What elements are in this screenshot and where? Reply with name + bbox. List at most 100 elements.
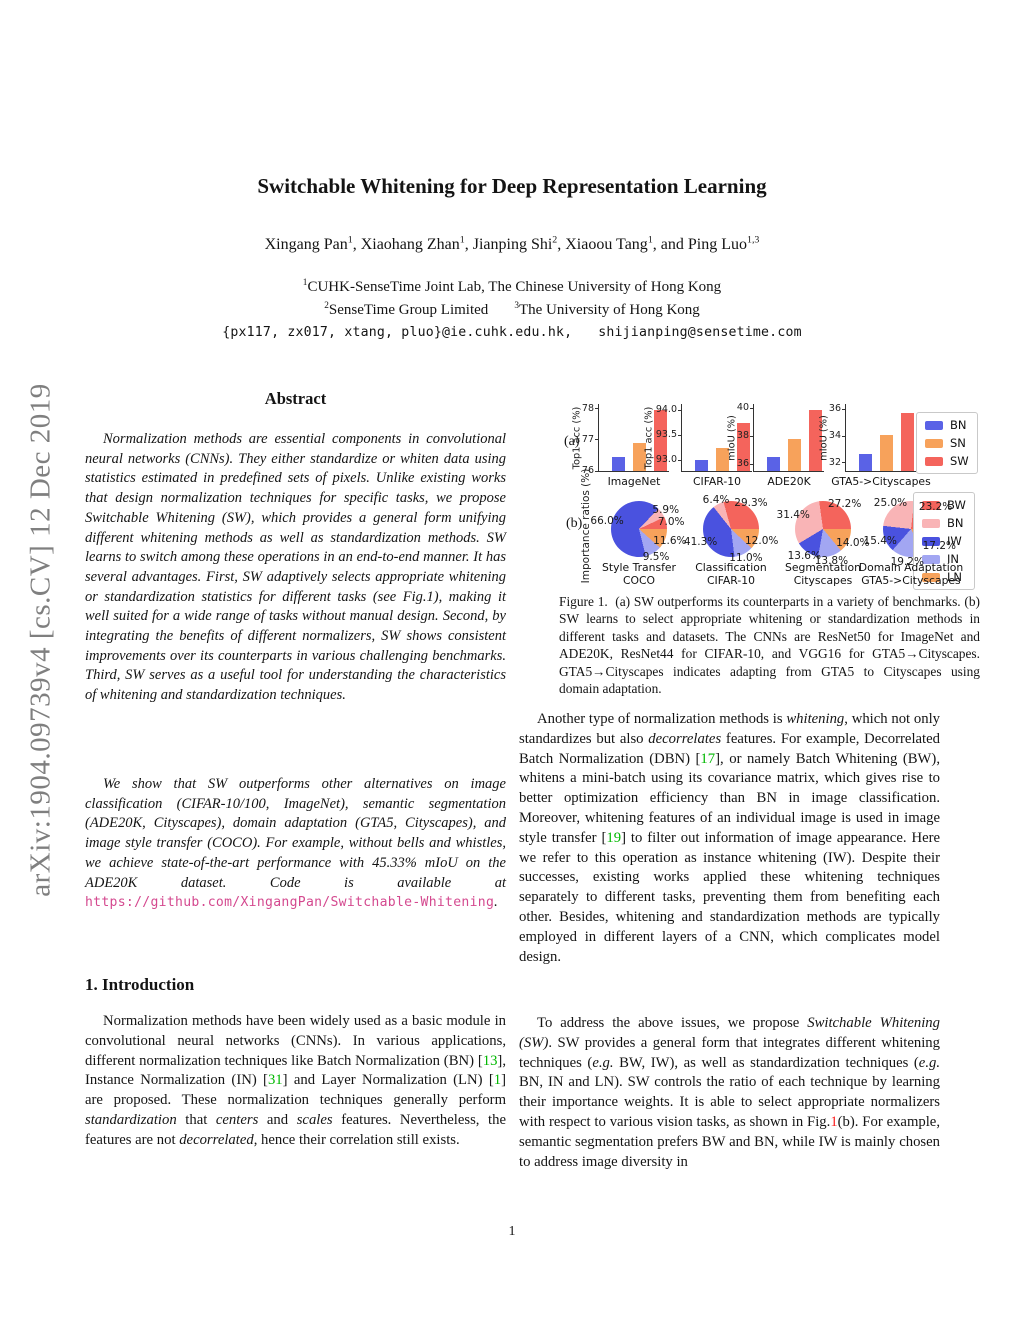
pie-legend-item: IW [922, 534, 966, 548]
bar-sw [737, 422, 750, 471]
bar-chart-ade20k: 36 38 40 mIoU (%) ADE20K [726, 402, 824, 488]
pie-slice-label: 17.2% [922, 539, 956, 552]
pie-legend-label: BW [947, 498, 966, 512]
y-tick-label: 94.0 [655, 404, 677, 415]
text-segment: Switchable Whitening (SW) [519, 1015, 940, 1051]
affiliation-line-2: 2SenseTime Group Limited 3The University … [85, 301, 939, 319]
text-segment: decorrelated [179, 1131, 254, 1148]
pie-slice-label: 7.0% [657, 515, 685, 528]
pie-chart-segmentation [795, 501, 851, 557]
text-segment: (b). For example, semantic segmentation … [519, 1113, 940, 1170]
pie-legend-label: BN [947, 516, 964, 530]
pie-legend-item: BW [922, 498, 966, 512]
pie-chart-title: Style Transfer COCO [602, 561, 676, 587]
y-tick-label: 32 [828, 456, 841, 468]
text-segment: 2 [324, 301, 329, 311]
y-tick-label: 38 [736, 430, 749, 442]
text-segment: features. Nevertheless, the features are… [85, 1111, 506, 1148]
x-axis-title: CIFAR-10 [692, 475, 742, 488]
bar-legend-item: BN [925, 418, 969, 432]
right-column: (a) (b) Importance ratios (%) 76 77 78 Top1… [519, 0, 980, 1325]
abstract-paragraph-1: Normalization methods are essential comp… [85, 431, 506, 704]
text-segment: e.g. [918, 1054, 941, 1071]
text-segment: 3 [514, 301, 519, 311]
pie-legend-item: LN [922, 570, 966, 584]
pie-slice-label: 9.5% [642, 551, 670, 564]
y-tick-label: 34 [828, 430, 841, 442]
bar-legend-label: SW [950, 454, 969, 468]
bar-sn [788, 438, 801, 471]
y-axis-label: Top1 acc (%) [571, 406, 583, 469]
ln-color-swatch [922, 572, 940, 582]
text-segment: ], Instance Normalization (IN) [ [85, 1052, 506, 1089]
bar-sn [633, 442, 646, 471]
body-paragraph-whitening: Another type of normalization methods is… [519, 710, 940, 967]
pie-slice-label: 13.6% [787, 550, 821, 563]
text-segment: 1 [493, 1072, 502, 1089]
bar-sn [880, 434, 893, 471]
y-tick-mark [595, 470, 598, 472]
affiliation-line-1: 1CUHK-SenseTime Joint Lab, The Chinese U… [85, 278, 939, 296]
text-segment: decorrelates [648, 730, 722, 747]
y-axis-label: Top1 acc (%) [643, 406, 655, 469]
pie-slice-label: 66.0% [590, 514, 624, 527]
text-segment: https://github.com/XingangPan/Switchable… [85, 895, 495, 911]
pie-slice-label: 11.6% [653, 534, 687, 547]
text-segment: 1 [830, 1113, 838, 1130]
y-tick-label: 78 [581, 402, 594, 414]
y-tick-mark [750, 463, 753, 465]
pie-chart-style-transfer [611, 501, 667, 557]
bar-chart-cifar10: 93.0 93.5 94.0 Top1 acc (%) CIFAR-10 [644, 404, 752, 488]
x-axis-title: ImageNet [607, 475, 661, 488]
text-segment: 1 [647, 234, 653, 246]
bar-chart-gta5-cityscapes: 32 34 36 mIoU (%) GTA5->Cityscapes [818, 403, 931, 488]
y-tick-mark [842, 408, 845, 410]
pie-chart-legend: BW BN IW IN LN [913, 492, 975, 590]
figure-panel-a-label: (a) [564, 434, 580, 449]
pie-legend-label: IN [947, 552, 959, 566]
in-color-swatch [922, 554, 940, 564]
pie-slice-label: 5.9% [652, 503, 680, 516]
page-number: 1 [508, 1224, 516, 1239]
pie-slice-label: 31.4% [776, 508, 810, 521]
figure-1: (a) (b) Importance ratios (%) 76 77 78 Top1… [559, 396, 980, 708]
bar-legend-label: SN [950, 436, 966, 450]
sn-color-swatch [925, 438, 943, 448]
text-segment: , Xiaohang Zhan [352, 236, 460, 253]
text-segment: whitening [786, 711, 845, 727]
bar-bn [767, 457, 780, 471]
pie-chart-title: Classification CIFAR-10 [695, 561, 767, 587]
pie-slice-label: 6.4% [702, 493, 730, 506]
pie-legend-label: IW [947, 534, 962, 548]
text-segment: 1,3 [746, 234, 760, 246]
bar-sw [901, 413, 914, 471]
text-segment: 17 [700, 750, 716, 767]
arxiv-watermark: arXiv:1904.09739v4 [cs.CV] 12 Dec 2019 [24, 383, 57, 897]
text-segment: . [494, 894, 498, 911]
text-segment: {px117, zx017, xtang, pluo}@ie.cuhk.edu.… [222, 325, 573, 340]
text-segment: 13 [482, 1052, 498, 1069]
pie-slice-label: 25.0% [873, 497, 908, 510]
y-tick-mark [678, 434, 681, 436]
emails-line: {px117, zx017, xtang, pluo}@ie.cuhk.edu.… [85, 325, 939, 340]
pie-legend-item: BN [922, 516, 966, 530]
text-segment: To address the above issues, we propose [537, 1015, 808, 1031]
pie-slice-label: 19.2% [890, 555, 924, 568]
text-segment: CUHK-SenseTime Joint Lab, The Chinese Un… [307, 279, 722, 295]
y-tick-mark [595, 408, 598, 410]
bar-bn [612, 456, 625, 471]
text-segment: 19 [606, 829, 622, 846]
y-tick-label: 36 [736, 458, 749, 470]
text-segment: . SW provides a general form that integr… [519, 1034, 940, 1071]
text-segment: ] and Layer Normalization (LN) [ [282, 1072, 494, 1089]
bar-sw [654, 410, 667, 471]
bar-bn [695, 460, 708, 471]
text-segment: 1 [302, 278, 308, 288]
pie-legend-item: IN [922, 552, 966, 566]
text-segment: standardization [85, 1111, 177, 1128]
text-segment: , hence their correlation still exists. [253, 1131, 460, 1148]
bar-sw [809, 410, 822, 471]
pie-slice-label: 14.0% [836, 537, 870, 550]
text-segment: , which not only standardizes but also [519, 711, 940, 747]
y-tick-mark [678, 459, 681, 461]
